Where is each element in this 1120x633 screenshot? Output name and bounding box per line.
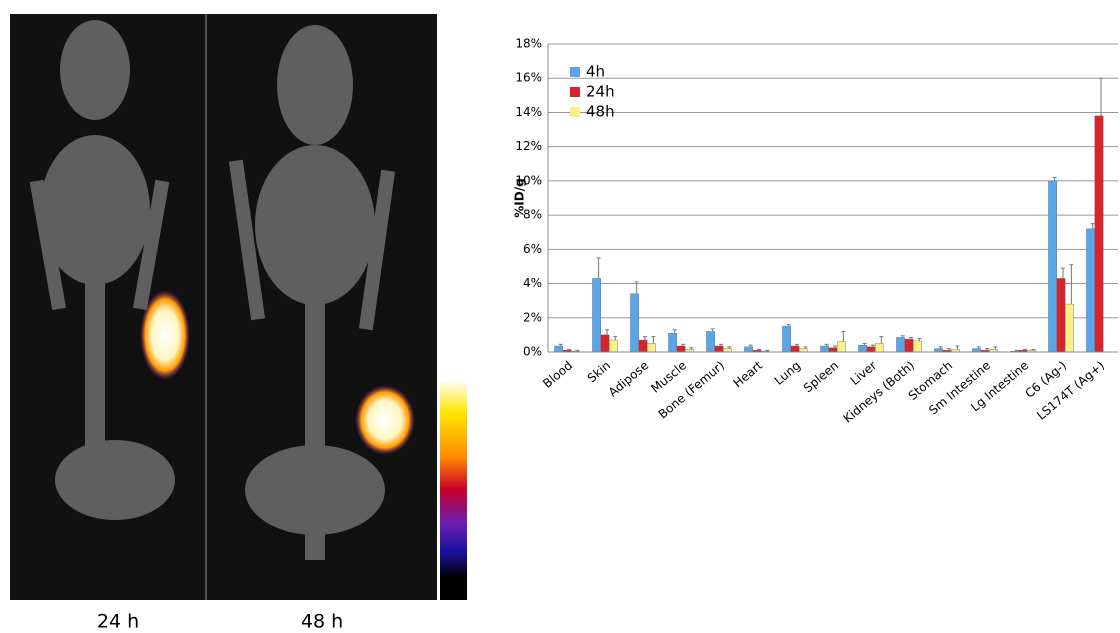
bar bbox=[630, 294, 638, 352]
bar bbox=[744, 347, 752, 352]
tumor-signal bbox=[355, 385, 415, 455]
bar bbox=[782, 326, 790, 352]
bar bbox=[934, 349, 942, 352]
y-tick-label: 10% bbox=[515, 173, 542, 187]
x-tick-label: Skin bbox=[585, 358, 614, 385]
bar bbox=[647, 343, 655, 352]
y-tick-label: 18% bbox=[515, 37, 542, 51]
bar bbox=[1065, 304, 1073, 352]
y-tick-label: 16% bbox=[515, 71, 542, 85]
bar bbox=[820, 346, 828, 352]
bar bbox=[592, 278, 600, 352]
x-tick-label: Blood bbox=[540, 358, 575, 390]
bar bbox=[639, 340, 647, 352]
bar bbox=[905, 339, 913, 352]
figure: 24 h 48 h %ID/g 0%2%4%6%8%10%12%14%16%18… bbox=[0, 0, 1120, 633]
x-tick-label: Lung bbox=[772, 358, 803, 388]
image-label: 48 h bbox=[301, 611, 343, 633]
legend-label: 4h bbox=[586, 63, 605, 81]
bar bbox=[829, 348, 837, 352]
bar bbox=[867, 347, 875, 352]
y-tick-label: 12% bbox=[515, 139, 542, 153]
bar bbox=[799, 349, 807, 352]
legend-label: 24h bbox=[586, 83, 615, 101]
bar bbox=[1057, 278, 1065, 352]
y-tick-label: 4% bbox=[523, 276, 542, 290]
x-tick-label: Heart bbox=[731, 358, 766, 390]
y-tick-label: 6% bbox=[523, 242, 542, 256]
bar bbox=[609, 340, 617, 352]
bar bbox=[1048, 181, 1056, 352]
y-tick-label: 8% bbox=[523, 208, 542, 222]
bar bbox=[791, 346, 799, 352]
ct-images: 24 h 48 h bbox=[10, 14, 467, 633]
bar bbox=[858, 345, 866, 352]
y-tick-label: 2% bbox=[523, 310, 542, 324]
y-tick-label: 0% bbox=[523, 345, 542, 359]
image-label: 24 h bbox=[97, 611, 139, 633]
bar bbox=[554, 346, 562, 352]
x-tick-label: Liver bbox=[848, 358, 880, 388]
bar bbox=[972, 349, 980, 352]
x-tick-label: Adipose bbox=[606, 358, 651, 399]
bar bbox=[677, 346, 685, 352]
y-tick-label: 14% bbox=[515, 105, 542, 119]
x-tick-label: Bone (Femur) bbox=[656, 358, 728, 421]
bar bbox=[1095, 116, 1103, 352]
x-tick-label: Spleen bbox=[801, 358, 841, 395]
bar bbox=[706, 331, 714, 352]
bar bbox=[723, 349, 731, 352]
color-bar bbox=[440, 380, 467, 600]
bar bbox=[875, 343, 883, 352]
bar bbox=[913, 341, 921, 352]
bar bbox=[715, 346, 723, 352]
bar bbox=[896, 337, 904, 352]
x-tick-label: LS174T (Ag+) bbox=[1034, 358, 1107, 422]
legend-swatch bbox=[570, 87, 580, 97]
bar bbox=[668, 333, 676, 352]
legend-swatch bbox=[570, 67, 580, 77]
bar bbox=[601, 335, 609, 352]
bar bbox=[1086, 229, 1094, 352]
legend-swatch bbox=[570, 107, 580, 117]
tumor-signal bbox=[140, 290, 190, 380]
legend-label: 48h bbox=[586, 103, 615, 121]
bar bbox=[837, 342, 845, 352]
